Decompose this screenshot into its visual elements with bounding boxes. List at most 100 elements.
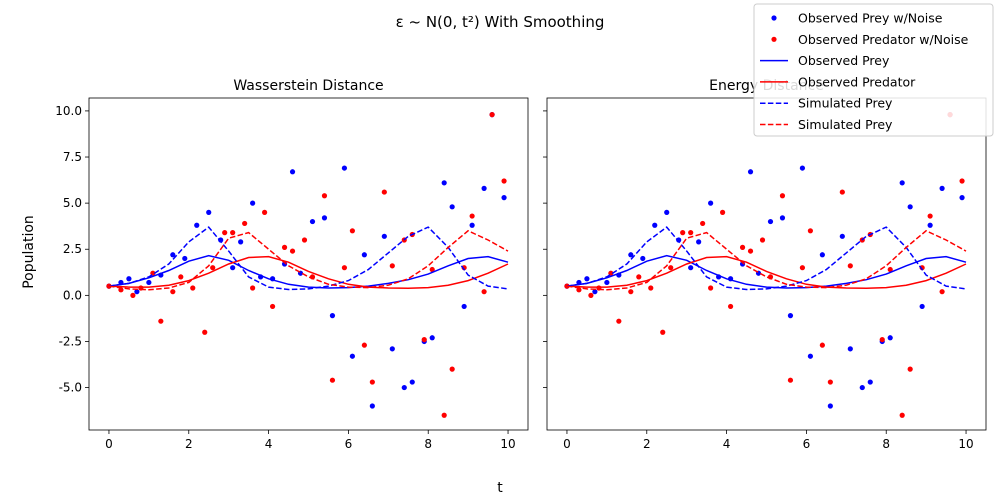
scatter-point — [441, 412, 447, 418]
scatter-point — [146, 279, 152, 286]
simulated-series-line — [566, 229, 967, 291]
scatter-point — [501, 178, 507, 184]
legend-label: Observed Prey — [798, 53, 890, 68]
simulated-series-line — [108, 226, 509, 291]
scatter-point — [309, 218, 316, 225]
scatter-point — [329, 313, 336, 319]
observed-series-line — [566, 255, 967, 290]
axes-frame — [546, 97, 987, 431]
scatter-point — [664, 209, 670, 215]
scatter-point — [680, 230, 686, 236]
observed-series-line — [108, 255, 509, 290]
scatter-point — [819, 252, 825, 258]
scatter-point — [939, 289, 945, 295]
scatter-point — [576, 287, 582, 293]
x-tick-label: 10 — [500, 437, 515, 451]
scatter-point — [130, 292, 136, 298]
scatter-point — [429, 266, 435, 273]
scatter-point — [628, 252, 634, 258]
y-tick-label: 10.0 — [55, 104, 82, 118]
scatter-point — [660, 329, 666, 335]
scatter-point — [959, 178, 965, 184]
scatter-point — [469, 222, 475, 228]
figure-ylabel: Population — [21, 215, 37, 289]
scatter-point — [819, 342, 825, 348]
scatter-point — [182, 255, 188, 262]
scatter-point — [481, 289, 487, 295]
scatter-point — [847, 346, 853, 352]
scatter-point — [939, 185, 945, 191]
plot-area — [564, 112, 967, 418]
scatter-point — [739, 244, 746, 250]
figure-xlabel: t — [497, 480, 503, 496]
scatter-point — [401, 384, 407, 391]
scatter-point — [381, 233, 387, 239]
legend-label: Observed Prey w/Noise — [798, 11, 943, 26]
scatter-point — [640, 255, 646, 262]
scatter-point — [604, 279, 610, 286]
scatter-point — [230, 230, 236, 236]
panel-title: Wasserstein Distance — [233, 78, 383, 94]
observed-series-line — [108, 254, 509, 289]
scatter-point — [409, 379, 415, 385]
scatter-point — [230, 265, 236, 271]
scatter-point — [787, 377, 794, 383]
simulated-series-line — [566, 226, 967, 291]
scatter-point — [779, 215, 786, 221]
x-tick-label: 4 — [723, 437, 731, 451]
scatter-point — [652, 222, 658, 228]
scatter-point — [887, 335, 893, 341]
scatter-point — [799, 165, 806, 171]
scatter-point — [907, 366, 913, 372]
scatter-point — [134, 289, 140, 295]
legend-label: Simulated Prey — [798, 96, 893, 111]
scatter-point — [321, 193, 328, 199]
scatter-point — [807, 353, 814, 359]
scatter-point — [767, 218, 774, 225]
scatter-point — [106, 283, 112, 289]
scatter-point — [807, 228, 814, 234]
scatter-point — [696, 239, 702, 245]
legend: Observed Prey w/Noise Observed Predator w… — [753, 3, 994, 137]
axes-frame — [88, 97, 529, 431]
y-tick-label: 0.0 — [63, 288, 82, 302]
scatter-point — [429, 335, 435, 341]
scatter-point — [341, 265, 348, 271]
scatter-point — [301, 237, 308, 243]
scatter-point — [158, 318, 164, 324]
legend-label: Observed Predator — [798, 74, 916, 89]
scatter-point — [708, 200, 714, 206]
scatter-point — [262, 209, 268, 215]
scatter-point — [839, 189, 845, 195]
scatter-point — [787, 313, 794, 319]
x-tick-label: 0 — [563, 437, 571, 451]
scatter-point — [222, 230, 228, 236]
scatter-point — [361, 342, 367, 348]
scatter-point — [688, 230, 694, 236]
scatter-point — [919, 303, 925, 310]
x-tick-label: 8 — [424, 437, 432, 451]
legend-frame — [753, 3, 994, 137]
scatter-point — [389, 346, 395, 352]
x-tick-label: 0 — [105, 437, 113, 451]
scatter-point — [628, 289, 634, 295]
scatter-point — [381, 189, 387, 195]
legend-marker — [771, 36, 777, 42]
x-tick-label: 2 — [185, 437, 193, 451]
y-tick-label: 5.0 — [63, 196, 82, 210]
scatter-point — [700, 220, 706, 227]
scatter-point — [126, 276, 132, 282]
panel-wasserstein: 0 2 4 6 8 10 -5.0 -2.5 0.0 2.5 5.0 7.5 10.0 Wasserste… — [55, 78, 529, 451]
x-tick-label: 10 — [958, 437, 973, 451]
scatter-point — [688, 265, 694, 271]
plot-area — [106, 112, 509, 418]
scatter-point — [369, 379, 375, 385]
scatter-point — [859, 384, 865, 391]
scatter-point — [242, 220, 248, 227]
scatter-point — [349, 353, 355, 359]
scatter-point — [759, 237, 766, 243]
scatter-point — [959, 195, 965, 201]
scatter-point — [588, 292, 594, 298]
x-tick-label: 6 — [803, 437, 811, 451]
